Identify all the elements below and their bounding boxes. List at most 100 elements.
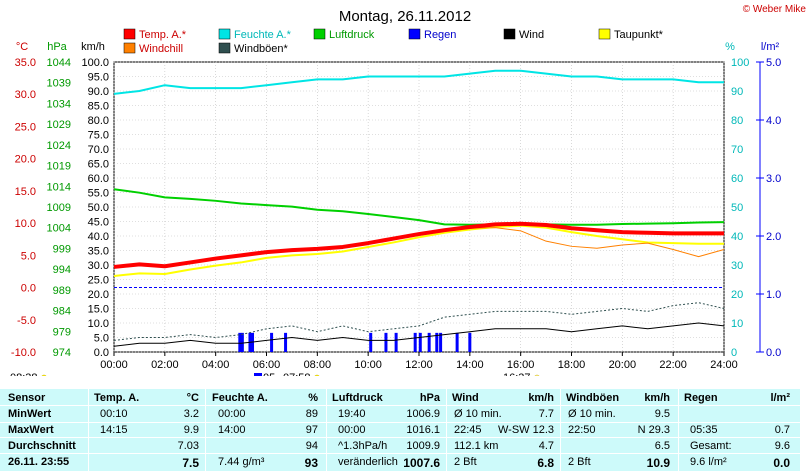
wind-tick-label: 35.0 (88, 246, 109, 258)
legend-swatch-3 (408, 28, 421, 40)
pressure-tick-label: 1019 (47, 161, 71, 173)
wind-tick-label: 10.0 (88, 318, 109, 330)
wind-tick-label: 15.0 (88, 304, 109, 316)
rain-bar (240, 332, 244, 352)
pressure-time: 19:40 (338, 408, 366, 420)
wind-tick-label: 70.0 (88, 144, 109, 156)
temp-value: 7.5 (182, 456, 199, 470)
wind-tick-label: 95.0 (88, 72, 109, 84)
humidity-value: 97 (305, 424, 318, 436)
wind-desc: 2 Bft (454, 456, 477, 468)
temp-tick-label: 35.0 (15, 57, 36, 69)
header-gust-unit: km/h (644, 392, 670, 404)
rain-bar (284, 332, 288, 352)
wind-tick-label: 50.0 (88, 202, 109, 214)
sunrise-icon (314, 374, 320, 376)
wind-direction: W-SW 12.3 (497, 424, 554, 436)
rain-bar (427, 332, 431, 352)
wind-tick-label: 45.0 (88, 217, 109, 229)
legend-label-7: Windböen* (234, 43, 289, 55)
table-divider (0, 453, 800, 454)
wind-tick-label: 80.0 (88, 115, 109, 127)
pressure-tick-label: 989 (53, 285, 71, 297)
rain-bar (270, 332, 274, 352)
temp-tick-label: -5.0 (17, 315, 36, 327)
wind-tick-label: 90.0 (88, 86, 109, 98)
pressure-axis-unit: hPa (47, 41, 67, 53)
pressure-tick-label: 984 (53, 306, 71, 318)
gust-value: 10.9 (646, 456, 670, 470)
row-label: 26.11. 23:55 (8, 456, 70, 468)
legend-label-4: Wind (519, 29, 544, 41)
humidity-tick-label: 90 (731, 86, 743, 98)
humidity-tick-label: 100 (731, 57, 749, 69)
pressure-tick-label: 1009 (47, 202, 71, 214)
temp-time: 00:10 (100, 408, 128, 420)
rain-desc: Gesamt: (690, 440, 732, 452)
wind-tick-label: 85.0 (88, 101, 109, 113)
credit-text: © Weber Mike (743, 4, 807, 15)
humidity-time: 14:00 (218, 424, 246, 436)
rain-bar (435, 332, 439, 352)
table-divider (0, 422, 800, 423)
pressure-time: ^1.3hPa/h (338, 440, 388, 452)
legend-label-2: Luftdruck (329, 29, 375, 41)
wind-value: 6.8 (537, 456, 554, 470)
legend-label-3: Regen (424, 29, 456, 41)
pressure-time: veränderlich (338, 456, 398, 468)
x-tick-label: 10:00 (354, 359, 382, 371)
header-wind: Wind (452, 392, 479, 404)
sun-icon (41, 374, 47, 376)
table-divider (326, 389, 327, 471)
event-label-1: 05 (263, 372, 275, 376)
rain-bar (418, 332, 422, 352)
wind-tick-label: 75.0 (88, 130, 109, 142)
pressure-tick-label: 979 (53, 326, 71, 338)
event-label-0: 08:38 (10, 372, 38, 376)
pressure-tick-label: 1004 (47, 223, 71, 235)
sunset-icon (534, 374, 540, 376)
header-rain-unit: l/m² (770, 392, 790, 404)
header-humidity: Feuchte A. (212, 392, 268, 404)
header-pressure: Luftdruck (332, 392, 383, 404)
rain-bar (413, 332, 417, 352)
temp-time: 14:15 (100, 424, 128, 436)
wind-tick-label: 5.0 (94, 333, 109, 345)
humidity-value: 89 (305, 408, 318, 420)
rain-value: 9.6 (774, 440, 790, 452)
x-tick-label: 22:00 (659, 359, 687, 371)
rain-bar (238, 332, 242, 352)
wind-desc: 22:45 (454, 424, 482, 436)
humidity-axis-unit: % (725, 41, 735, 53)
rain-value: 0.7 (774, 424, 790, 436)
rain-desc: 05:35 (690, 424, 718, 436)
header-humidity-unit: % (308, 392, 318, 404)
wind-value: 4.7 (538, 440, 554, 452)
rain-tick-label: 1.0 (766, 289, 781, 301)
humidity-tick-label: 10 (731, 318, 743, 330)
legend-swatch-5 (598, 28, 611, 40)
pressure-value: 1009.9 (406, 440, 440, 452)
rain-tick-label: 2.0 (766, 231, 781, 243)
temp-tick-label: 30.0 (15, 89, 36, 101)
sun-events: 08:38 05 07:58 16:37 (10, 372, 540, 376)
gust-desc: 22:50 (568, 424, 596, 436)
humidity-tick-label: 30 (731, 260, 743, 272)
pressure-tick-label: 974 (53, 347, 71, 359)
wind-desc: 112.1 km (454, 440, 499, 452)
event-label-2: 07:58 (283, 372, 311, 376)
row-label: Durchschnitt (8, 440, 76, 452)
table-divider (0, 437, 800, 438)
wind-axis-unit: km/h (81, 41, 105, 53)
humidity-tick-label: 50 (731, 202, 743, 214)
temp-value: 7.03 (177, 440, 199, 452)
humidity-tick-label: 40 (731, 231, 743, 243)
legend-swatch-7 (218, 42, 231, 54)
rain-tick-label: 3.0 (766, 173, 781, 185)
table-divider (0, 405, 800, 406)
legend-swatch-4 (503, 28, 516, 40)
wind-tick-label: 65.0 (88, 159, 109, 171)
pressure-value: 1007.6 (403, 456, 440, 470)
wind-tick-label: 25.0 (88, 275, 109, 287)
pressure-tick-label: 994 (53, 264, 71, 276)
